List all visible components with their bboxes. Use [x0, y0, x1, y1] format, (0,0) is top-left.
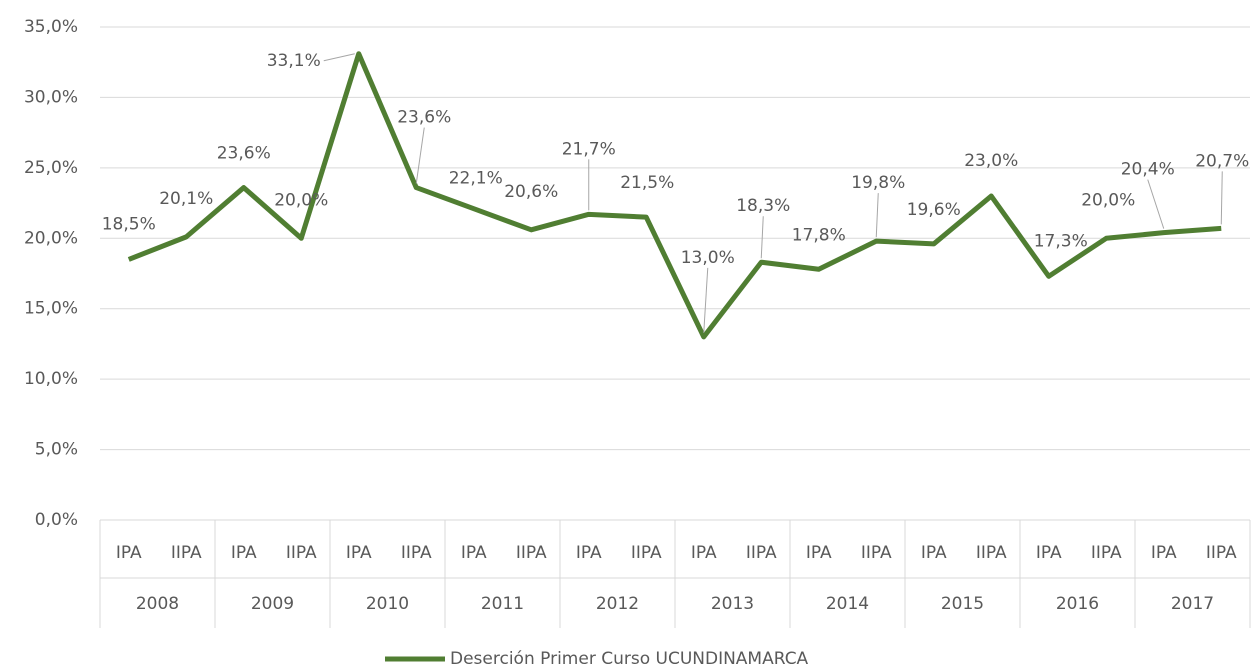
data-label: 19,8%: [851, 173, 905, 193]
x-tick-label: IPA: [921, 543, 947, 563]
leader-line: [1147, 179, 1165, 229]
x-tick-label: IPA: [806, 543, 832, 563]
x-tick-label: IIPA: [516, 543, 547, 563]
data-label: 21,7%: [562, 139, 616, 159]
x-tick-label: IPA: [576, 543, 602, 563]
x-tick-label: IPA: [1036, 543, 1062, 563]
data-label: 20,7%: [1195, 151, 1249, 171]
data-label: 13,0%: [681, 248, 735, 268]
data-label: 17,8%: [792, 225, 846, 245]
data-label: 20,0%: [274, 190, 328, 210]
y-tick-label: 15,0%: [24, 299, 78, 319]
y-tick-label: 5,0%: [35, 440, 78, 460]
x-tick-label: IIPA: [1206, 543, 1237, 563]
data-label: 23,6%: [217, 144, 271, 164]
x-tick-label: IIPA: [746, 543, 777, 563]
y-tick-label: 35,0%: [24, 17, 78, 37]
x-group-label: 2015: [941, 594, 984, 614]
leader-line: [415, 127, 425, 184]
x-tick-label: IPA: [346, 543, 372, 563]
legend-label: Deserción Primer Curso UCUNDINAMARCA: [450, 649, 809, 668]
data-label: 23,0%: [964, 151, 1018, 171]
data-line: [127, 51, 1222, 340]
x-group-label: 2017: [1171, 594, 1214, 614]
x-tick-label: IIPA: [171, 543, 202, 563]
leader-line: [703, 267, 709, 333]
x-tick-label: IIPA: [631, 543, 662, 563]
data-label: 23,6%: [397, 108, 451, 128]
y-tick-label: 30,0%: [24, 87, 78, 107]
x-tick-label: IIPA: [976, 543, 1007, 563]
leader-line: [875, 193, 879, 238]
data-label: 18,3%: [736, 196, 790, 216]
x-tick-label: IPA: [461, 543, 487, 563]
data-label: 19,6%: [907, 200, 961, 220]
x-group-label: 2008: [136, 594, 179, 614]
data-label: 17,3%: [1034, 231, 1088, 251]
x-tick-label: IPA: [691, 543, 717, 563]
x-group-label: 2011: [481, 594, 524, 614]
x-group-label: 2010: [366, 594, 409, 614]
data-label: 20,4%: [1121, 160, 1175, 180]
x-tick-label: IPA: [1151, 543, 1177, 563]
x-tick-label: IIPA: [286, 543, 317, 563]
x-tick-label: IIPA: [401, 543, 432, 563]
leader-line: [323, 53, 355, 62]
data-label: 20,6%: [504, 182, 558, 202]
data-label: 33,1%: [267, 51, 321, 71]
x-group-label: 2012: [596, 594, 639, 614]
data-label: 18,5%: [102, 214, 156, 234]
y-tick-label: 0,0%: [35, 510, 78, 530]
x-tick-label: IIPA: [861, 543, 892, 563]
x-group-label: 2016: [1056, 594, 1099, 614]
x-tick-label: IPA: [231, 543, 257, 563]
data-label: 20,0%: [1081, 190, 1135, 210]
leader-line: [760, 216, 764, 259]
leader-line: [1220, 171, 1223, 225]
x-group-label: 2013: [711, 594, 754, 614]
y-tick-label: 10,0%: [24, 369, 78, 389]
y-tick-label: 25,0%: [24, 158, 78, 178]
x-tick-label: IPA: [116, 543, 142, 563]
x-group-label: 2014: [826, 594, 869, 614]
x-tick-label: IIPA: [1091, 543, 1122, 563]
y-tick-label: 20,0%: [24, 228, 78, 248]
x-group-label: 2009: [251, 594, 294, 614]
data-label: 20,1%: [159, 189, 213, 209]
data-label: 22,1%: [449, 169, 503, 189]
data-label: 21,5%: [620, 173, 674, 193]
